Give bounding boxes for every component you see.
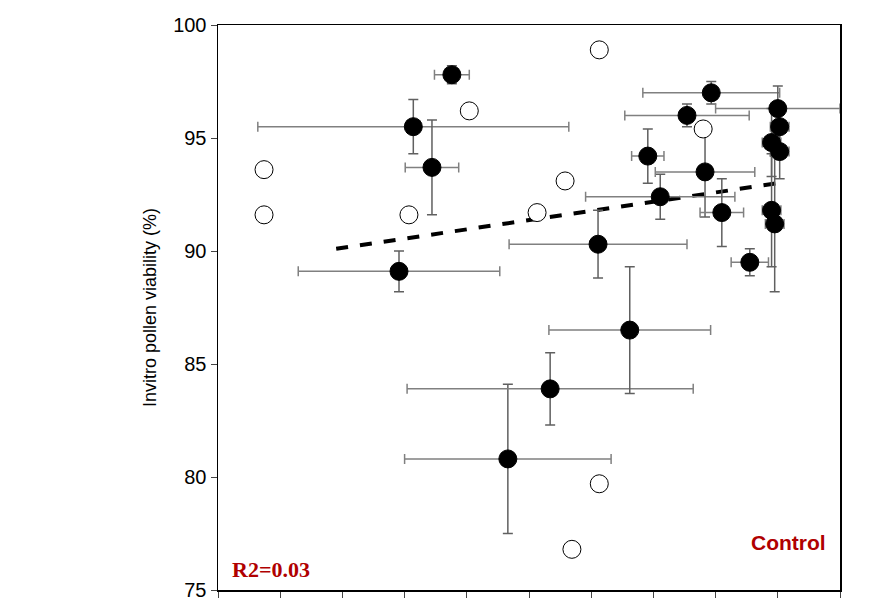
svg-text:95: 95	[184, 127, 206, 149]
svg-text:85: 85	[184, 353, 206, 375]
svg-text:R2=0.03: R2=0.03	[232, 557, 310, 582]
svg-text:75: 75	[184, 579, 206, 601]
svg-text:Invitro pollen viability (%): Invitro pollen viability (%)	[140, 208, 160, 407]
svg-text:100: 100	[173, 14, 206, 36]
svg-text:Control: Control	[751, 531, 826, 554]
svg-text:80: 80	[184, 466, 206, 488]
svg-text:90: 90	[184, 240, 206, 262]
